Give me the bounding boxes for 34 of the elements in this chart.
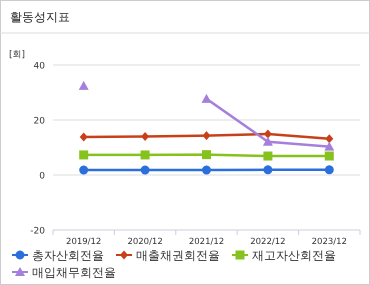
point [202, 94, 212, 103]
legend-label: 매입채무회전율 [32, 266, 116, 280]
legend-label: 총자산회전율 [32, 248, 104, 262]
point [79, 166, 88, 175]
x-tick-label: 2019/12 [66, 237, 102, 247]
legend-label: 매출채권회전율 [136, 248, 220, 262]
point [325, 134, 334, 144]
point [324, 165, 334, 174]
point [202, 166, 211, 175]
point [263, 165, 272, 174]
point [140, 150, 150, 160]
point [324, 152, 334, 161]
x-tick-label: 2020/12 [127, 237, 163, 247]
y-tick-label: 20 [34, 116, 46, 126]
point [79, 150, 88, 160]
point [140, 166, 150, 175]
y-tick-label: 40 [34, 62, 46, 72]
x-tick-label: 2023/12 [312, 237, 347, 247]
y-tick-label: -20 [30, 226, 46, 236]
y-tick-label: 0 [39, 172, 46, 182]
x-tick-label: 2022/12 [250, 237, 286, 247]
y-axis-title: [회] [9, 50, 26, 60]
point [202, 131, 210, 140]
point [80, 132, 88, 142]
legend-label: 재고자산회전율 [252, 248, 336, 262]
point [78, 80, 89, 90]
point [202, 150, 211, 160]
point [264, 130, 272, 139]
point [324, 142, 334, 151]
point [141, 132, 150, 141]
chart-title: 활동성지표 [10, 10, 70, 24]
point [263, 152, 272, 161]
x-tick-label: 2021/12 [188, 237, 224, 247]
point [262, 136, 273, 146]
